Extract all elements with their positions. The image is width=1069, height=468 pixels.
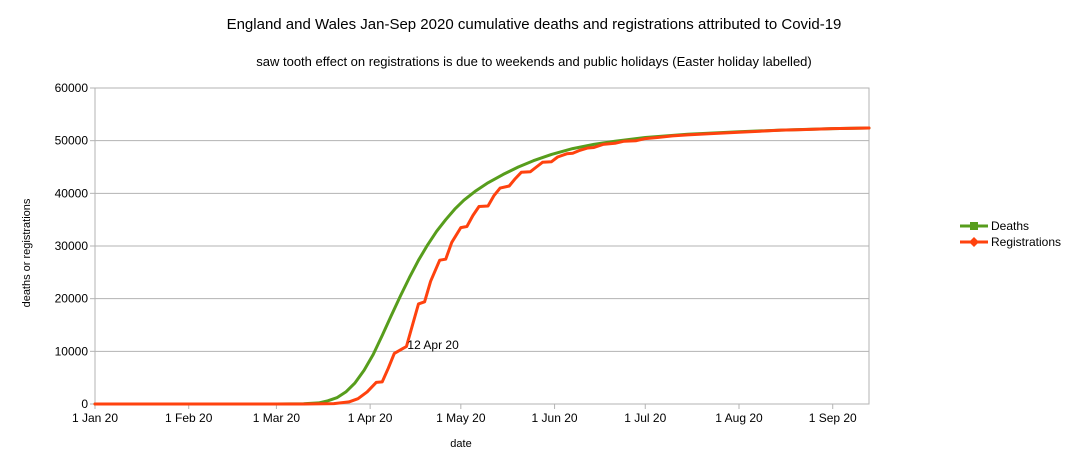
x-tick-label: 1 May 20: [436, 411, 486, 425]
x-tick-label: 1 Mar 20: [253, 411, 301, 425]
y-tick-label: 40000: [55, 186, 89, 200]
y-tick-label: 50000: [55, 134, 89, 148]
y-tick-label: 60000: [55, 81, 89, 95]
series-line-registrations: [93, 126, 871, 406]
y-tick-label: 0: [81, 397, 88, 411]
series-lines: [93, 126, 871, 406]
x-tick-label: 1 Sep 20: [809, 411, 857, 425]
legend-label-registrations: Registrations: [991, 235, 1061, 249]
x-tick-label: 1 Jul 20: [624, 411, 666, 425]
x-tick-label: 1 Apr 20: [348, 411, 393, 425]
x-tick-label: 1 Feb 20: [165, 411, 213, 425]
chart-title: England and Wales Jan-Sep 2020 cumulativ…: [227, 16, 842, 33]
x-axis-label: date: [450, 438, 471, 450]
series-line-deaths: [93, 126, 871, 406]
y-tick-label: 10000: [55, 344, 89, 358]
legend: Deaths Registrations: [960, 219, 1061, 249]
legend-marker-registrations: [969, 237, 979, 247]
y-tick-label: 30000: [55, 239, 89, 253]
gridlines: [95, 87, 869, 405]
y-axis: 0 10000 20000 30000 40000 50000 60000: [55, 81, 95, 411]
x-tick-label: 1 Jan 20: [72, 411, 118, 425]
annotation-label: 12 Apr 20: [407, 338, 459, 352]
x-tick-label: 1 Jun 20: [532, 411, 578, 425]
legend-label-deaths: Deaths: [991, 219, 1029, 233]
legend-marker-deaths: [970, 222, 978, 230]
y-axis-label: deaths or registrations: [21, 198, 33, 307]
x-axis: 1 Jan 20 1 Feb 20 1 Mar 20 1 Apr 20 1 May 20…: [72, 404, 857, 425]
x-tick-label: 1 Aug 20: [715, 411, 763, 425]
annotations: 12 Apr 20: [407, 338, 459, 352]
chart-subtitle: saw tooth effect on registrations is due…: [256, 54, 811, 69]
y-tick-label: 20000: [55, 292, 89, 306]
